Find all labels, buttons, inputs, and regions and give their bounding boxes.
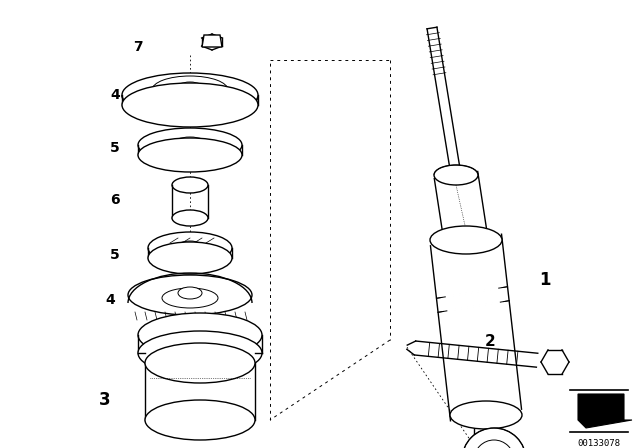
- Ellipse shape: [145, 400, 255, 440]
- Ellipse shape: [450, 401, 522, 429]
- Ellipse shape: [122, 83, 258, 127]
- Text: 5: 5: [110, 141, 120, 155]
- Text: 00133078: 00133078: [577, 439, 621, 448]
- Ellipse shape: [138, 128, 242, 162]
- Ellipse shape: [172, 210, 208, 226]
- Ellipse shape: [178, 287, 202, 299]
- Polygon shape: [578, 394, 632, 428]
- Text: 1: 1: [540, 271, 551, 289]
- Ellipse shape: [145, 343, 255, 383]
- Ellipse shape: [138, 138, 242, 172]
- Text: 7: 7: [133, 40, 143, 54]
- Ellipse shape: [430, 226, 502, 254]
- Ellipse shape: [444, 230, 488, 250]
- Ellipse shape: [148, 242, 232, 274]
- Ellipse shape: [128, 275, 252, 315]
- Ellipse shape: [172, 177, 208, 193]
- Ellipse shape: [172, 137, 208, 153]
- Ellipse shape: [176, 241, 204, 255]
- Text: 4: 4: [110, 88, 120, 102]
- Ellipse shape: [138, 331, 262, 375]
- Text: 3: 3: [99, 391, 111, 409]
- Ellipse shape: [474, 440, 514, 448]
- Ellipse shape: [162, 288, 218, 308]
- Ellipse shape: [175, 82, 205, 98]
- Ellipse shape: [138, 313, 262, 357]
- Ellipse shape: [148, 232, 232, 264]
- Polygon shape: [202, 35, 222, 47]
- Text: 4: 4: [105, 293, 115, 307]
- Ellipse shape: [152, 76, 228, 104]
- Ellipse shape: [462, 428, 526, 448]
- Ellipse shape: [434, 165, 478, 185]
- Text: 2: 2: [484, 335, 495, 349]
- Text: 6: 6: [110, 193, 120, 207]
- Ellipse shape: [122, 73, 258, 117]
- Text: 5: 5: [110, 248, 120, 262]
